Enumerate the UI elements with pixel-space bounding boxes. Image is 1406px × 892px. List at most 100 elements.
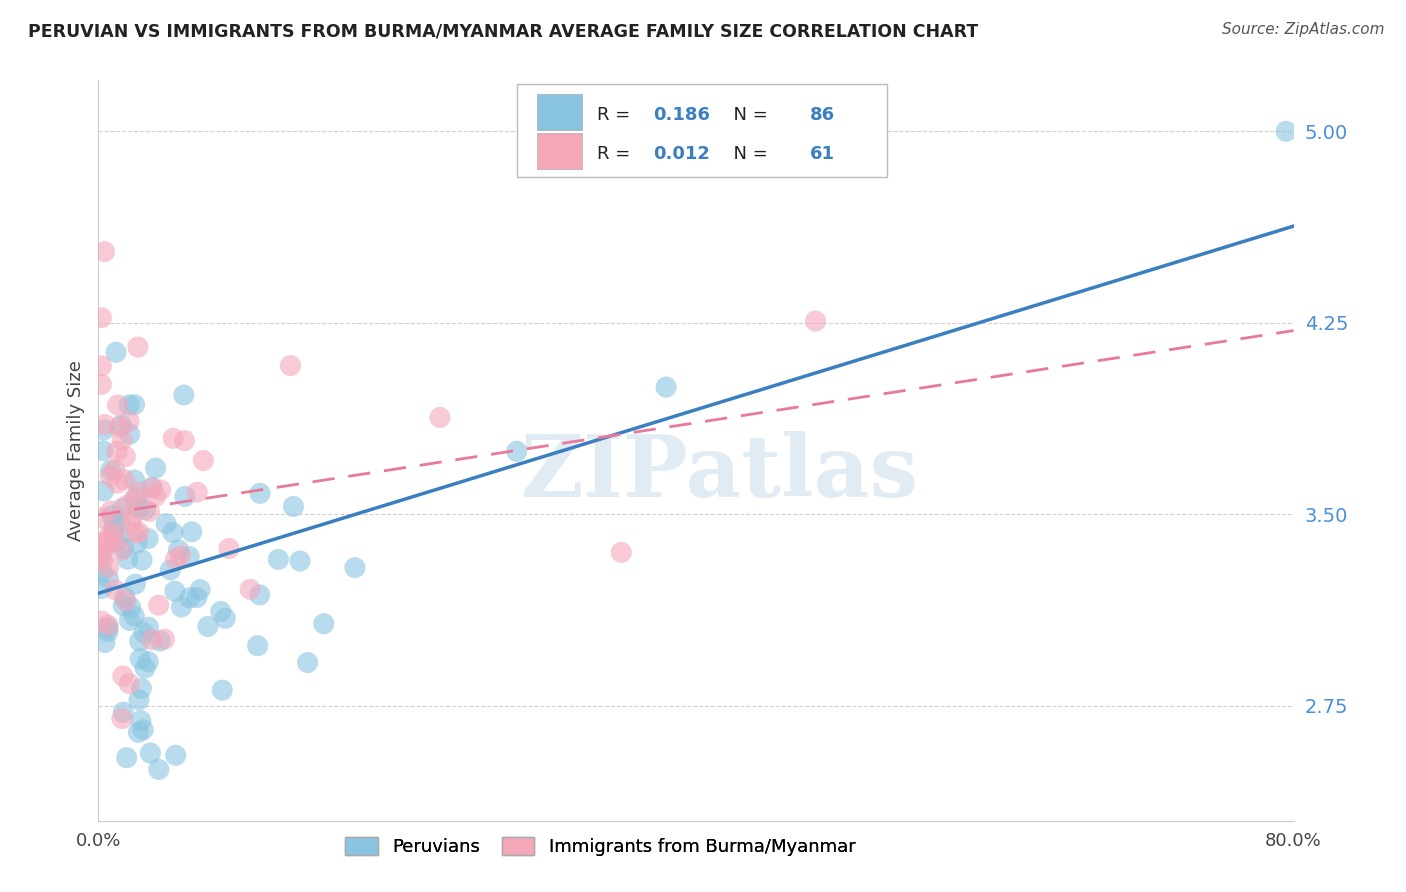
- Point: [153, 632, 176, 647]
- Point: [193, 453, 215, 467]
- Point: [186, 591, 208, 605]
- Point: [506, 444, 529, 458]
- Point: [1275, 124, 1298, 138]
- Point: [114, 594, 136, 608]
- Point: [169, 549, 191, 563]
- Point: [97, 560, 120, 574]
- Point: [90, 511, 112, 525]
- Point: [100, 463, 122, 477]
- Point: [112, 599, 135, 613]
- Point: [173, 388, 195, 402]
- Point: [111, 433, 134, 447]
- Point: [214, 611, 236, 625]
- Point: [97, 620, 120, 634]
- Point: [134, 661, 156, 675]
- Point: [103, 524, 125, 538]
- Text: 86: 86: [810, 106, 835, 124]
- Y-axis label: Average Family Size: Average Family Size: [66, 360, 84, 541]
- Point: [118, 398, 141, 412]
- Point: [173, 434, 195, 448]
- Point: [118, 427, 141, 442]
- Point: [129, 714, 152, 728]
- Point: [127, 536, 149, 550]
- Point: [93, 423, 115, 437]
- FancyBboxPatch shape: [517, 84, 887, 177]
- Point: [120, 516, 142, 531]
- Point: [136, 655, 159, 669]
- Point: [132, 625, 155, 640]
- Point: [211, 683, 233, 698]
- Point: [90, 614, 112, 628]
- Point: [110, 543, 132, 558]
- Point: [117, 552, 139, 566]
- Point: [111, 501, 134, 516]
- Point: [98, 469, 121, 483]
- Point: [162, 525, 184, 540]
- Point: [145, 461, 167, 475]
- Point: [138, 504, 160, 518]
- Point: [239, 582, 262, 597]
- Point: [90, 582, 112, 596]
- Point: [107, 398, 129, 412]
- Point: [249, 486, 271, 500]
- Text: PERUVIAN VS IMMIGRANTS FROM BURMA/MYANMAR AVERAGE FAMILY SIZE CORRELATION CHART: PERUVIAN VS IMMIGRANTS FROM BURMA/MYANMA…: [28, 22, 979, 40]
- Point: [103, 517, 125, 532]
- Point: [655, 380, 678, 394]
- Point: [186, 485, 208, 500]
- Point: [96, 534, 118, 549]
- Point: [134, 502, 156, 516]
- Point: [125, 491, 148, 505]
- Point: [118, 414, 141, 428]
- Text: N =: N =: [723, 106, 773, 124]
- Point: [129, 651, 152, 665]
- Point: [108, 515, 131, 529]
- Point: [165, 748, 187, 763]
- Point: [180, 524, 202, 539]
- Point: [108, 420, 131, 434]
- Point: [249, 588, 271, 602]
- Point: [91, 553, 114, 567]
- Point: [148, 598, 170, 612]
- Point: [107, 476, 129, 491]
- Point: [114, 450, 136, 464]
- Point: [90, 545, 112, 559]
- Point: [122, 608, 145, 623]
- Text: R =: R =: [596, 145, 636, 163]
- Point: [128, 693, 150, 707]
- Point: [163, 584, 186, 599]
- Point: [149, 634, 172, 648]
- Point: [103, 524, 125, 539]
- Point: [128, 485, 150, 500]
- Point: [91, 443, 114, 458]
- Point: [124, 398, 146, 412]
- Point: [124, 473, 146, 487]
- Point: [159, 563, 181, 577]
- Point: [112, 706, 135, 720]
- Point: [124, 491, 146, 506]
- Point: [139, 746, 162, 760]
- Text: 61: 61: [810, 145, 835, 163]
- Point: [173, 490, 195, 504]
- Point: [170, 599, 193, 614]
- Point: [267, 552, 290, 566]
- Point: [124, 577, 146, 591]
- FancyBboxPatch shape: [537, 95, 582, 129]
- Legend: Peruvians, Immigrants from Burma/Myanmar: Peruvians, Immigrants from Burma/Myanmar: [337, 830, 863, 863]
- Point: [120, 600, 142, 615]
- Point: [115, 750, 138, 764]
- Point: [97, 618, 120, 632]
- Point: [283, 500, 305, 514]
- Point: [127, 725, 149, 739]
- Point: [179, 549, 201, 564]
- Point: [90, 359, 112, 373]
- Point: [125, 525, 148, 540]
- Point: [132, 723, 155, 737]
- Point: [90, 548, 112, 562]
- Point: [167, 543, 190, 558]
- Point: [128, 525, 150, 540]
- Point: [148, 763, 170, 777]
- Point: [103, 534, 125, 549]
- Point: [91, 535, 114, 549]
- Point: [94, 540, 117, 554]
- Point: [280, 359, 302, 373]
